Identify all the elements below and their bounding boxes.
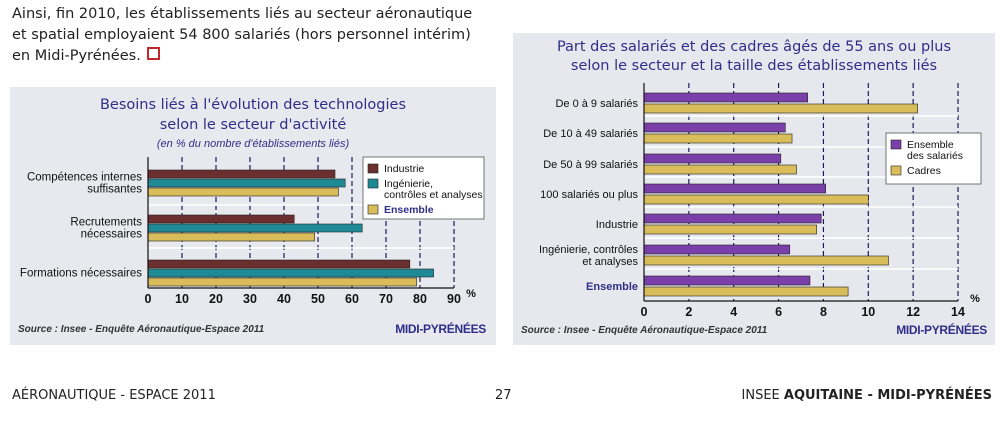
category-label-necessaires: nécessaires [81, 229, 143, 241]
older-employees-chart-panel: Part des salariés et des cadres âgés de … [513, 33, 995, 345]
legend-swatch-industrie [367, 163, 379, 174]
legend-label-cadres: Cadres [907, 165, 941, 177]
category-label-recrutements: Recrutements [70, 217, 142, 229]
footer-publication: AÉRONAUTIQUE - ESPACE 2011 [12, 388, 216, 403]
x-tick-label-0: 0 [641, 305, 648, 319]
x-tick-label-2: 2 [685, 305, 692, 319]
bar-ingenierie-controles-et-analyses-recrutements-necessaires [147, 223, 363, 233]
x-tick-label-0: 0 [145, 292, 152, 306]
x-tick-label-6: 6 [775, 305, 782, 319]
bar-ensemble-des-salaries-de-10-a-49-salaries [643, 122, 786, 133]
right-chart-region: MIDI-PYRÉNÉES [896, 323, 987, 337]
category-label-de-10-a-49-salaries: De 10 à 49 salariés [543, 128, 638, 140]
x-tick-label-20: 20 [209, 292, 223, 306]
technology-needs-chart-panel: Besoins liés à l'évolution des technolog… [10, 87, 496, 345]
intro-line-1: Ainsi, fin 2010, les établissements liés… [12, 6, 473, 22]
legend-swatch-cadres [890, 165, 902, 176]
x-tick-label-4: 4 [730, 305, 737, 319]
intro-line-3: en Midi-Pyrénées. [12, 46, 502, 67]
end-of-text-icon [146, 47, 160, 60]
legend-label-ingenierie: Ingénierie, [384, 178, 433, 190]
x-tick-label-8: 8 [820, 305, 827, 319]
bar-ensemble-des-salaries-ensemble [643, 275, 811, 286]
bar-ensemble-des-salaries-100-salaries-ou-plus [643, 183, 826, 194]
x-tick-label-60: 60 [345, 292, 359, 306]
bar-ensemble-des-salaries-de-0-a-9-salaries [643, 92, 809, 103]
bar-cadres-de-50-a-99-salaries [643, 164, 797, 175]
bar-industrie-competences-internes-suffisantes [147, 169, 336, 179]
legend-swatch-ingenierie-controles-et-analyses [367, 178, 379, 189]
category-label-de-0-a-9-salaries: De 0 à 9 salariés [555, 98, 638, 110]
legend-swatch-ensemble-des-salaries [890, 139, 902, 150]
right-chart-title-line2: selon le secteur et la taille des établi… [570, 58, 938, 74]
x-tick-label-14: 14 [951, 305, 965, 319]
x-tick-label-30: 30 [243, 292, 257, 306]
x-tick-label-90: 90 [447, 292, 461, 306]
legend-swatch-ensemble [367, 204, 379, 215]
legend-box [885, 132, 982, 185]
left-chart-region: MIDI-PYRÉNÉES [395, 322, 486, 336]
category-label-ingenierie-controles: Ingénierie, contrôles [539, 244, 639, 256]
footer-publisher-prefix: INSEE [741, 388, 784, 403]
legend-label-industrie: Industrie [384, 163, 424, 175]
category-label-et-analyses: et analyses [582, 256, 638, 268]
legend-box [362, 156, 485, 220]
bar-ingenierie-controles-et-analyses-formations-necessaires [147, 268, 434, 278]
bar-cadres-100-salaries-ou-plus [643, 194, 869, 205]
right-chart-source: Source : Insee - Enquête Aéronautique-Es… [521, 325, 768, 336]
x-tick-label-10: 10 [175, 292, 189, 306]
left-chart-title-line2: selon le secteur d'activité [159, 117, 347, 133]
bar-cadres-industrie [643, 224, 817, 235]
left-chart-source: Source : Insee - Enquête Aéronautique-Es… [18, 324, 265, 335]
x-tick-label-80: 80 [413, 292, 427, 306]
bar-ensemble-recrutements-necessaires [147, 232, 315, 242]
category-label-industrie: Industrie [596, 219, 638, 231]
category-label-ensemble: Ensemble [586, 281, 638, 293]
right-chart-title-line1: Part des salariés et des cadres âgés de … [556, 39, 952, 55]
category-label-de-50-a-99-salaries: De 50 à 99 salariés [543, 159, 638, 171]
bar-ensemble-des-salaries-de-50-a-99-salaries [643, 153, 782, 164]
bar-industrie-formations-necessaires [147, 259, 411, 269]
x-tick-label-12: 12 [906, 305, 920, 319]
bar-cadres-de-0-a-9-salaries [643, 103, 918, 114]
bar-cadres-ensemble [643, 286, 849, 297]
x-tick-label-10: 10 [861, 305, 875, 319]
footer-publisher-region: AQUITAINE - MIDI-PYRÉNÉES [783, 388, 992, 403]
intro-paragraph: Ainsi, fin 2010, les établissements liés… [12, 4, 502, 67]
bar-ensemble-des-salaries-ingenierie-controles-et-analyses [643, 244, 791, 255]
legend-label-des-salaries: des salariés [907, 150, 963, 162]
category-label-suffisantes: suffisantes [87, 184, 142, 196]
x-tick-label-50: 50 [311, 292, 325, 306]
older-employees-chart: De 0 à 9 salariés De 10 à 49 salariés De 5… [539, 83, 982, 319]
bar-ensemble-formations-necessaires [147, 277, 417, 287]
legend-label-ensemble: Ensemble [907, 139, 954, 151]
bar-cadres-ingenierie-controles-et-analyses [643, 255, 889, 266]
x-unit-label: % [970, 293, 980, 305]
footer-page-number: 27 [495, 388, 512, 403]
x-unit-label: % [466, 288, 476, 300]
legend-label-ensemble: Ensemble [384, 204, 434, 216]
bar-ingenierie-controles-et-analyses-competences-internes-suffisantes [147, 178, 346, 188]
left-chart-subtitle: (en % du nombre d'établissements liés) [156, 138, 350, 150]
category-label-competences-internes: Compétences internes [27, 172, 142, 184]
intro-line-3-text: en Midi-Pyrénées. [12, 48, 141, 64]
bar-ensemble-des-salaries-industrie [643, 213, 822, 224]
legend-label-controles-et-analyses: contrôles et analyses [384, 189, 483, 201]
bar-ensemble-competences-internes-suffisantes [147, 187, 339, 197]
bar-cadres-de-10-a-49-salaries [643, 133, 793, 144]
left-chart-title-line1: Besoins liés à l'évolution des technolog… [99, 97, 407, 113]
category-label-formations-necessaires: Formations nécessaires [20, 268, 142, 280]
intro-line-2: et spatial employaient 54 800 salariés (… [12, 27, 471, 43]
bar-industrie-recrutements-necessaires [147, 214, 295, 224]
footer-publisher: INSEE AQUITAINE - MIDI-PYRÉNÉES [742, 388, 992, 403]
category-label-100-salaries-ou-plus: 100 salariés ou plus [540, 189, 638, 201]
x-tick-label-70: 70 [379, 292, 393, 306]
x-tick-label-40: 40 [277, 292, 291, 306]
